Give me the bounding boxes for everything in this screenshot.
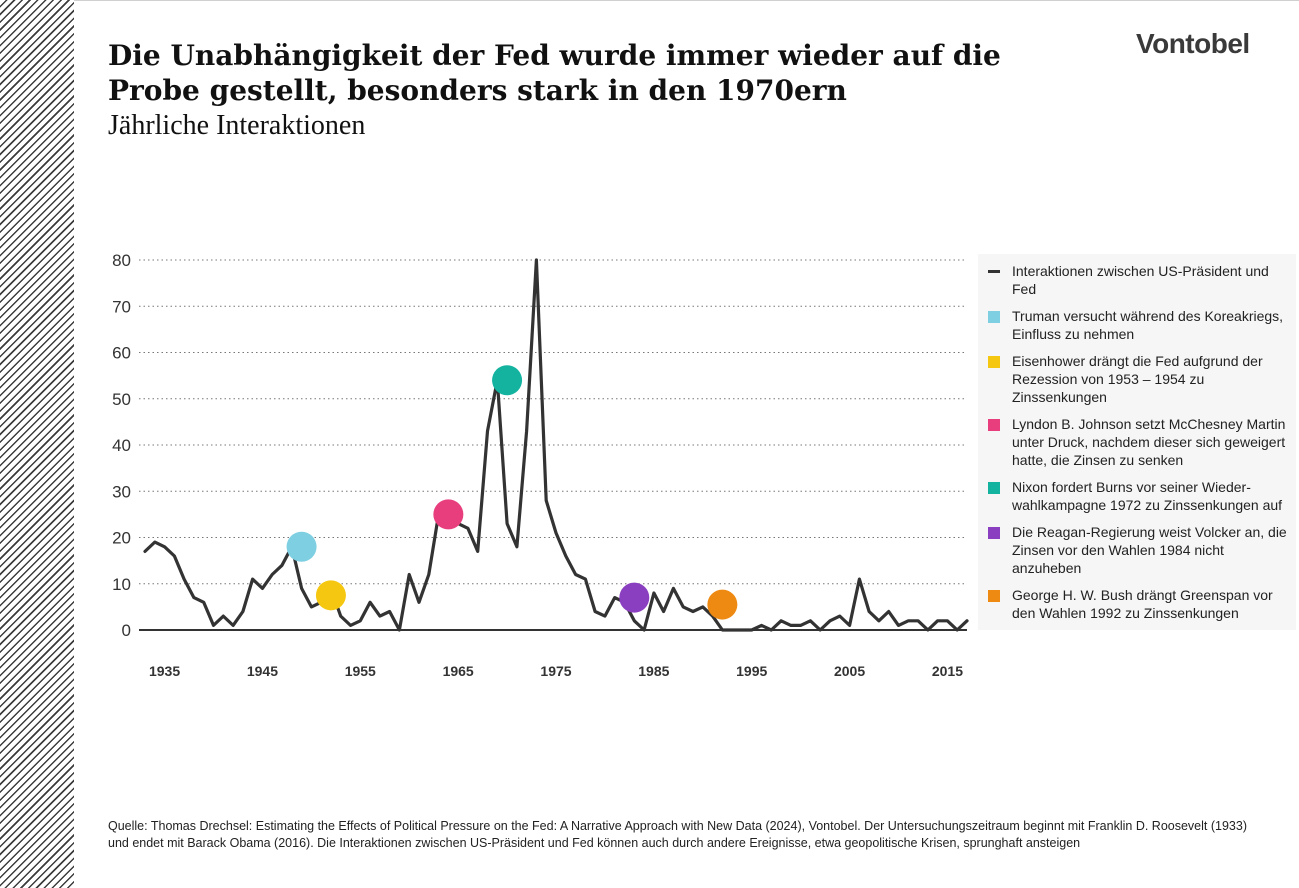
- x-tick-label: 1935: [149, 663, 180, 679]
- x-axis-ticks: 1935 1945 1955 1965 1975 1985 1995 2005 2015: [149, 663, 963, 679]
- legend-label: Nixon fordert Burns vor seiner Wieder-wa…: [1012, 479, 1283, 513]
- legend-item: Interaktionen zwischen US-Präsident und …: [978, 262, 1296, 298]
- y-tick-label: 0: [122, 621, 131, 640]
- legend-item: Eisenhower drängt die Fed aufgrund der R…: [978, 352, 1296, 406]
- y-tick-label: 70: [112, 297, 131, 316]
- legend-label: Eisenhower drängt die Fed aufgrund der R…: [1012, 353, 1263, 405]
- y-tick-label: 50: [112, 390, 131, 409]
- legend-label: Interaktionen zwischen US-Präsident und …: [1012, 263, 1269, 297]
- x-tick-label: 1975: [540, 663, 571, 679]
- event-marker: [492, 365, 523, 396]
- x-tick-label: 2005: [834, 663, 865, 679]
- chart-subtitle: Jährliche Interaktionen: [108, 110, 366, 141]
- y-tick-label: 20: [112, 529, 131, 548]
- event-marker: [707, 589, 738, 620]
- legend-swatch: [988, 419, 1000, 431]
- legend-swatch: [988, 590, 1000, 602]
- legend-item: Lyndon B. Johnson setzt McChesney Martin…: [978, 415, 1296, 469]
- legend-item: George H. W. Bush drängt Greenspan vor d…: [978, 586, 1296, 622]
- legend-label: Truman versucht während des Koreakriegs,…: [1012, 308, 1284, 342]
- legend-label: Lyndon B. Johnson setzt McChesney Martin…: [1012, 416, 1286, 468]
- y-axis-ticks: 0 10 20 30 40 50 60 70 80: [112, 251, 131, 640]
- y-tick-label: 80: [112, 251, 131, 270]
- legend-item: Nixon fordert Burns vor seiner Wieder-wa…: [978, 478, 1296, 514]
- event-marker: [433, 499, 464, 530]
- x-tick-label: 1995: [736, 663, 767, 679]
- chart-title: Die Unabhängigkeit der Fed wurde immer w…: [108, 39, 1001, 107]
- event-marker: [619, 582, 650, 613]
- series-line: [143, 258, 969, 632]
- hatched-sidebar: [0, 0, 74, 888]
- vontobel-logo: Vontobel: [1136, 28, 1250, 59]
- legend-swatch: [988, 527, 1000, 539]
- event-marker: [286, 531, 317, 562]
- legend-label: George H. W. Bush drängt Greenspan vor d…: [1012, 587, 1273, 621]
- x-tick-label: 2015: [932, 663, 963, 679]
- legend-item: Truman versucht während des Koreakriegs,…: [978, 307, 1296, 343]
- event-markers: [286, 365, 738, 620]
- y-tick-label: 40: [112, 436, 131, 455]
- series-layer: [143, 258, 969, 632]
- legend: Interaktionen zwischen US-Präsident und …: [978, 254, 1296, 630]
- top-border: [74, 0, 1299, 1]
- legend-label: Die Reagan-Regierung weist Volcker an, d…: [1012, 524, 1287, 576]
- y-tick-label: 10: [112, 575, 131, 594]
- grid-lines: [139, 259, 967, 631]
- legend-swatch: [988, 311, 1000, 323]
- legend-swatch: [988, 356, 1000, 368]
- legend-swatch: [988, 482, 1000, 494]
- y-tick-label: 60: [112, 344, 131, 363]
- x-tick-label: 1985: [638, 663, 669, 679]
- legend-swatch: [988, 270, 1000, 273]
- x-tick-label: 1945: [247, 663, 278, 679]
- x-tick-label: 1965: [443, 663, 474, 679]
- y-tick-label: 30: [112, 482, 131, 501]
- event-marker: [315, 580, 346, 611]
- x-tick-label: 1955: [345, 663, 376, 679]
- source-note: Quelle: Thomas Drechsel: Estimating the …: [108, 819, 1247, 850]
- legend-item: Die Reagan-Regierung weist Volcker an, d…: [978, 523, 1296, 577]
